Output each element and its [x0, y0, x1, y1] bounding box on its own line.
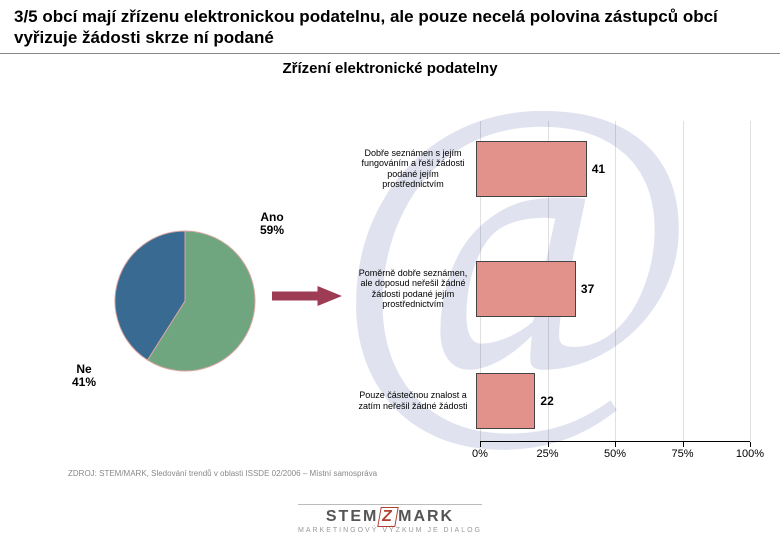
gridline — [750, 121, 751, 441]
bar-row: Pouze částečnou znalost a zatím neřešil … — [356, 373, 746, 429]
source-citation: ZDROJ: STEM/MARK, Sledování trendů v obl… — [68, 469, 377, 478]
axis-tick-label: 0% — [472, 448, 488, 460]
bar-track: 41 — [476, 141, 746, 197]
axis-tick — [683, 442, 684, 447]
bar-fill: 41 — [476, 141, 587, 197]
bar-track: 37 — [476, 261, 746, 317]
bar-fill: 37 — [476, 261, 576, 317]
bar-category-label: Pouze částečnou znalost a zatím neřešil … — [356, 390, 476, 411]
bar-value: 41 — [592, 162, 605, 176]
logo-subtitle: MARKETINGOVÝ VÝZKUM JE DIALOG — [298, 527, 482, 534]
axis-tick-label: 100% — [736, 448, 764, 460]
axis-tick — [615, 442, 616, 447]
axis-tick-label: 25% — [536, 448, 558, 460]
bar-value: 22 — [540, 394, 553, 408]
bar-track: 22 — [476, 373, 746, 429]
source-text: ZDROJ: STEM/MARK, Sledování trendů v obl… — [68, 469, 377, 478]
bar-fill: 22 — [476, 373, 535, 429]
x-axis: 0%25%50%75%100% — [480, 441, 750, 442]
bar-row: Poměrně dobře seznámen, ale doposud neře… — [356, 261, 746, 317]
logo-text-left: STEM — [326, 508, 378, 525]
axis-tick — [750, 442, 751, 447]
arrow-icon — [272, 286, 342, 306]
logo-text-right: MARK — [398, 508, 454, 525]
pie-chart — [111, 227, 259, 375]
chart-title: Zřízení elektronické podatelny — [0, 54, 780, 81]
bar-value: 37 — [581, 282, 594, 296]
pie-label-ne: Ne41% — [72, 363, 96, 389]
pie-label-ano: Ano59% — [260, 211, 284, 237]
slide-header: 3/5 obcí mají zřízenu elektronickou poda… — [0, 0, 780, 54]
bar-category-label: Poměrně dobře seznámen, ale doposud neře… — [356, 268, 476, 309]
bar-row: Dobře seznámen s jejím fungováním a řeší… — [356, 141, 746, 197]
bar-category-label: Dobře seznámen s jejím fungováním a řeší… — [356, 148, 476, 189]
chart-area: @ Ano59%Ne41% Dobře seznámen s jejím fun… — [20, 81, 760, 481]
logo-main: STEMZMARK — [298, 504, 482, 527]
axis-tick-label: 75% — [671, 448, 693, 460]
axis-tick — [480, 442, 481, 447]
chart-title-text: Zřízení elektronické podatelny — [282, 60, 497, 77]
logo: STEMZMARK MARKETINGOVÝ VÝZKUM JE DIALOG — [298, 504, 482, 534]
logo-z-icon: Z — [378, 507, 399, 527]
axis-tick-label: 50% — [604, 448, 626, 460]
axis-tick — [548, 442, 549, 447]
arrow-shape — [272, 286, 342, 306]
slide-title: 3/5 obcí mají zřízenu elektronickou poda… — [14, 7, 718, 47]
